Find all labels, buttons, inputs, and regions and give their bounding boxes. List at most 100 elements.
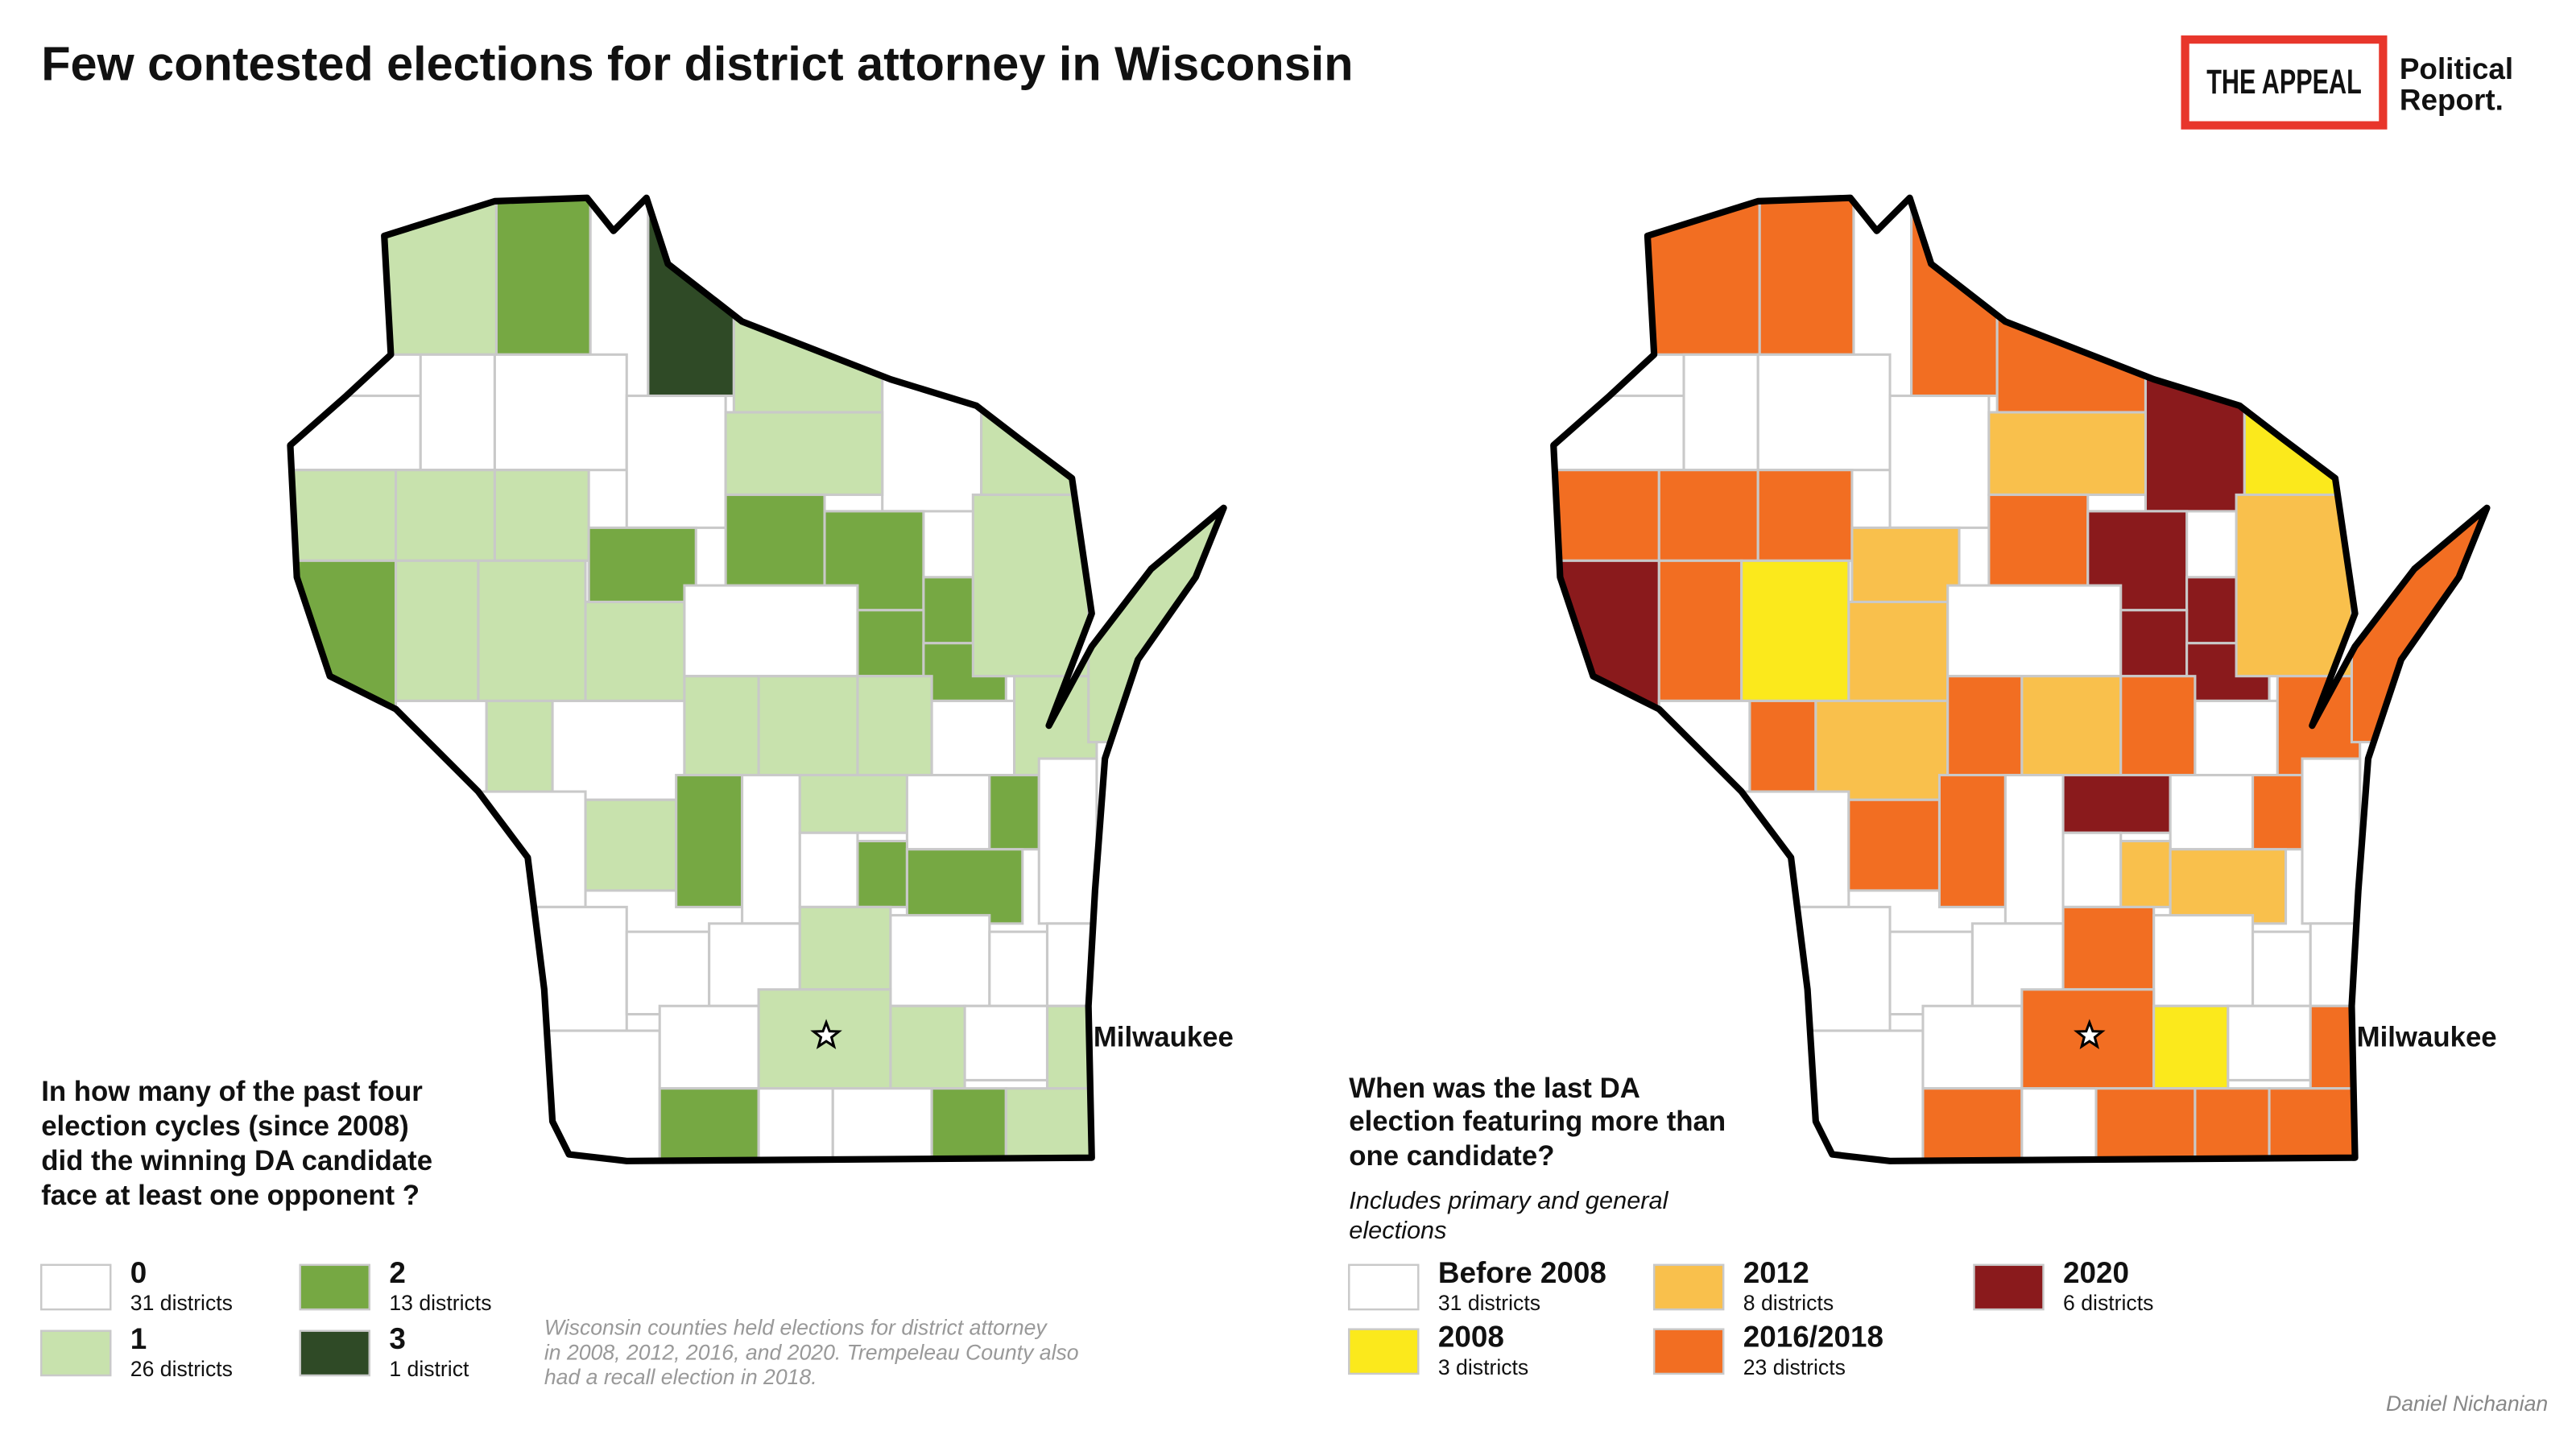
county [1921,1087,2024,1161]
county [2169,774,2255,851]
note: in 2008, 2012, 2016, and 2020. Trempelea… [544,1340,1079,1364]
county [1847,600,1950,702]
county [1657,469,1759,562]
county [757,1087,834,1161]
county [988,774,1040,851]
county [798,774,908,834]
county [2061,831,2123,908]
county [1847,798,1941,892]
county [2235,493,2353,678]
county [2301,757,2362,925]
credit: Daniel Nichanian [2386,1391,2548,1416]
county [1888,930,1974,1016]
logo-sub: Political [2400,52,2513,85]
county [963,1004,1049,1081]
question: election cycles (since 2008) [41,1110,408,1142]
legend-label: 2016/2018 [1743,1321,1883,1354]
county [625,930,711,1016]
legend-count: 31 districts [130,1291,233,1315]
legend-swatch [299,1263,370,1311]
legend-label: 0 [130,1256,147,1289]
county [2020,675,2123,777]
county [419,353,496,472]
county [2119,609,2189,678]
county [1748,699,1817,793]
legend-swatch [299,1329,370,1377]
county [971,493,1090,678]
legend-swatch [1652,1328,1725,1375]
county [2061,905,2156,991]
county [905,848,1024,925]
county [1756,469,1854,562]
county [2152,1004,2230,1090]
capital-star [2074,1019,2106,1049]
legend-count: 23 districts [1743,1355,1846,1379]
legend-label: 3 [389,1322,406,1355]
legend-count: 8 districts [1743,1291,1834,1315]
county [988,930,1049,1007]
city-label: Milwaukee [1094,1021,1234,1052]
legend-item: 31 district [299,1322,469,1381]
note: had a recall election in 2018. [544,1365,817,1389]
map: Milwaukee [1550,194,2497,1164]
county [856,839,908,908]
county [1756,353,1892,472]
legend-swatch [1348,1328,1420,1375]
title: Few contested elections for district att… [41,37,1353,91]
legend-count: 6 districts [2063,1291,2153,1315]
county [1758,197,1855,356]
county [1682,353,1759,472]
legend-count: 26 districts [130,1357,233,1381]
county [1995,296,2147,414]
city-label: Milwaukee [2357,1021,2497,1052]
legend-label: 2 [389,1256,406,1289]
county [587,526,697,604]
county [625,394,727,529]
county [1004,1087,1098,1161]
legend-swatch [1348,1263,1420,1311]
legend-label: 1 [130,1322,147,1355]
county [889,914,991,1007]
county [658,1087,760,1161]
legend-label: 2020 [2063,1256,2129,1289]
legend-label: Before 2008 [1438,1256,1606,1289]
legend-swatch [39,1263,112,1311]
map: Milwaukee [287,194,1234,1164]
county [1946,675,2024,777]
logo-box [2181,35,2388,130]
county [798,905,892,991]
legend-label: 2012 [1743,1256,1809,1289]
legend-count: 1 district [389,1357,469,1381]
question: election featuring more than [1349,1106,1726,1137]
state-outline [1550,194,2491,1164]
county [741,774,801,925]
county [2251,774,2304,851]
county [584,798,678,892]
county [1037,757,1098,925]
subtitle: elections [1349,1216,1446,1244]
county [1946,584,2123,678]
county [732,296,884,414]
county [724,493,826,587]
county [724,411,884,496]
county [798,831,859,908]
county [658,1004,760,1090]
county [2251,930,2312,1007]
legend-swatch [1652,1263,1725,1311]
note: Wisconsin counties held elections for di… [544,1316,1048,1340]
county [856,609,925,678]
logo-name: THE APPEAL [2206,63,2362,101]
county [2194,699,2279,777]
county [2227,1004,2312,1081]
county [889,1004,966,1090]
county [2119,675,2197,777]
county [683,584,859,678]
subtitle: Includes primary and general [1349,1186,1668,1214]
question: one candidate? [1349,1140,1554,1172]
county [584,600,686,702]
county [394,559,480,702]
county [2003,774,2065,925]
